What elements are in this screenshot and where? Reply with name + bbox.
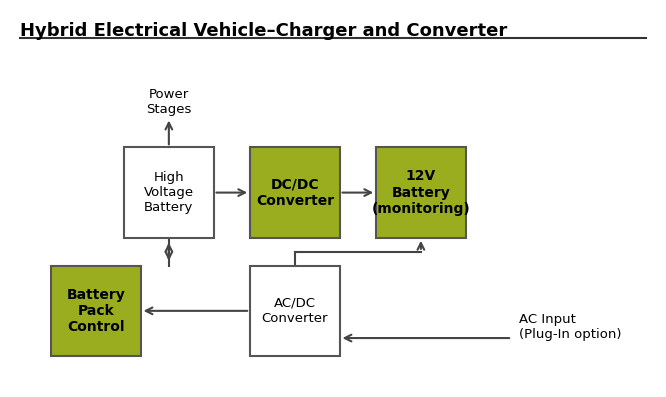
FancyBboxPatch shape (51, 266, 141, 356)
Text: 12V
Battery
(monitoring): 12V Battery (monitoring) (372, 170, 470, 216)
FancyBboxPatch shape (376, 147, 466, 238)
Text: Hybrid Electrical Vehicle–Charger and Converter: Hybrid Electrical Vehicle–Charger and Co… (20, 22, 507, 40)
Text: DC/DC
Converter: DC/DC Converter (256, 177, 334, 208)
Text: AC Input
(Plug-In option): AC Input (Plug-In option) (519, 312, 621, 341)
FancyBboxPatch shape (250, 266, 340, 356)
Text: Battery
Pack
Control: Battery Pack Control (67, 288, 125, 334)
FancyBboxPatch shape (250, 147, 340, 238)
Text: High
Voltage
Battery: High Voltage Battery (144, 171, 194, 214)
FancyBboxPatch shape (124, 147, 214, 238)
Text: Power
Stages: Power Stages (146, 88, 192, 116)
Text: AC/DC
Converter: AC/DC Converter (262, 297, 328, 325)
